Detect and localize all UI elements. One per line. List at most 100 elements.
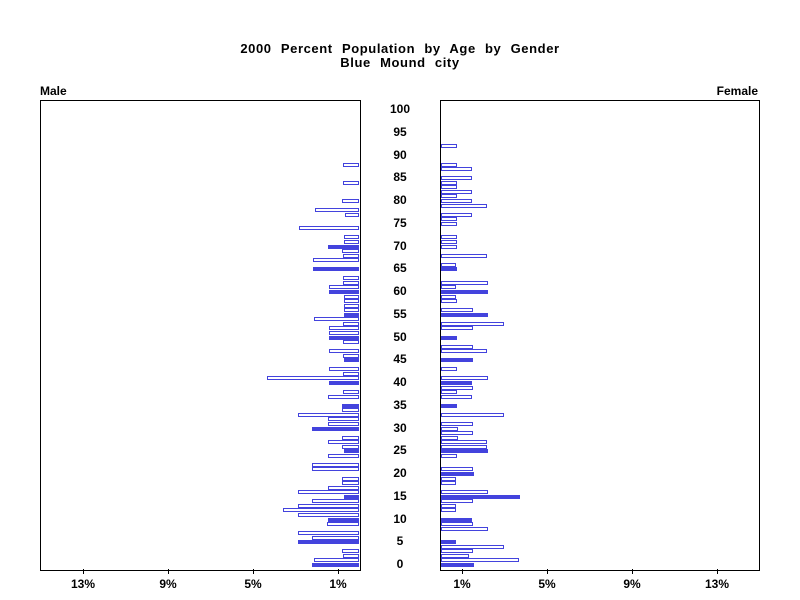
female-bar-age-26 (441, 445, 487, 449)
age-axis-label-25: 25 (393, 443, 407, 457)
female-axis-tick-label-9: 9% (623, 577, 641, 591)
male-bar-age-52 (329, 326, 359, 330)
female-bar-age-65 (441, 267, 457, 271)
female-bar-age-41 (441, 376, 488, 380)
female-bar-age-18 (441, 481, 456, 485)
male-bar-age-35 (342, 404, 359, 408)
male-bar-age-50 (329, 336, 359, 340)
male-axis-tick-label-1: 1% (329, 577, 347, 591)
female-bar-age-53 (441, 322, 504, 326)
male-axis-tick-label-9: 9% (159, 577, 177, 591)
female-bar-age-56 (441, 308, 473, 312)
female-bar-age-8 (441, 527, 488, 531)
age-axis-label-5: 5 (396, 534, 404, 548)
female-bar-age-1 (441, 558, 519, 562)
female-bar-age-70 (441, 245, 457, 249)
male-bar-age-62 (343, 281, 359, 285)
male-bar-age-12 (283, 508, 359, 512)
age-axis-label-95: 95 (393, 125, 407, 139)
male-bar-age-31 (328, 422, 359, 426)
female-bar-age-60 (441, 290, 488, 294)
female-axis-tick-label-13: 13% (704, 577, 730, 591)
male-bar-age-27 (328, 440, 359, 444)
male-bar-age-41 (267, 376, 359, 380)
male-bar-age-25 (344, 449, 359, 453)
female-bar-age-14 (441, 499, 473, 503)
female-bar-age-15 (441, 495, 520, 499)
male-bar-age-65 (313, 267, 359, 271)
male-bar-age-58 (344, 299, 359, 303)
male-axis-tick-9 (168, 569, 169, 574)
female-axis-tick-1 (462, 569, 463, 574)
male-bar-age-15 (344, 495, 359, 499)
male-bar-age-67 (313, 258, 359, 262)
female-bar-age-47 (441, 349, 487, 353)
female-bar-age-83 (441, 185, 457, 189)
male-bar-age-55 (344, 313, 359, 317)
female-bar-age-16 (441, 490, 488, 494)
male-bar-age-80 (342, 199, 359, 203)
female-axis-tick-5 (547, 569, 548, 574)
chart-subtitle: Blue Mound city (340, 55, 460, 70)
male-bar-age-1 (314, 558, 359, 562)
male-bar-age-61 (329, 285, 359, 289)
male-bar-age-56 (344, 308, 359, 312)
age-axis-label-70: 70 (393, 239, 407, 253)
male-axis-tick-1 (338, 569, 339, 574)
age-axis-label-90: 90 (393, 148, 407, 162)
male-bar-age-17 (328, 486, 359, 490)
age-axis-label-35: 35 (393, 398, 407, 412)
male-bar-age-11 (298, 513, 359, 517)
male-bar-age-10 (328, 518, 359, 522)
female-bar-age-68 (441, 254, 487, 258)
female-bar-age-80 (441, 199, 472, 203)
female-bar-age-19 (441, 477, 456, 481)
male-bar-age-26 (342, 445, 359, 449)
male-bar-age-77 (345, 213, 359, 217)
female-bar-age-55 (441, 313, 488, 317)
male-bar-age-24 (328, 454, 359, 458)
male-bar-age-38 (343, 390, 359, 394)
female-axis-tick-9 (632, 569, 633, 574)
female-bar-age-62 (441, 281, 488, 285)
male-bar-age-49 (343, 340, 359, 344)
male-bar-age-14 (312, 499, 359, 503)
female-bar-age-39 (441, 386, 473, 390)
male-axis-tick-label-5: 5% (244, 577, 262, 591)
female-bar-age-21 (441, 467, 473, 471)
male-bar-age-45 (344, 358, 359, 362)
male-bar-age-60 (329, 290, 359, 294)
male-bar-age-7 (298, 531, 359, 535)
chart-title: 2000 Percent Population by Age by Gender (240, 41, 560, 56)
age-axis-label-0: 0 (396, 557, 404, 571)
male-bar-age-22 (312, 463, 359, 467)
female-axis-tick-label-1: 1% (453, 577, 471, 591)
male-bar-age-57 (344, 304, 359, 308)
female-bar-age-79 (441, 204, 487, 208)
female-bar-age-45 (441, 358, 473, 362)
female-bar-age-20 (441, 472, 474, 476)
age-axis-label-60: 60 (393, 284, 407, 298)
male-bar-age-70 (328, 245, 359, 249)
female-bar-age-52 (441, 326, 473, 330)
female-bar-age-85 (441, 176, 472, 180)
male-bar-age-69 (342, 249, 359, 253)
male-bar-age-19 (342, 477, 359, 481)
female-bar-age-88 (441, 163, 457, 167)
male-bar-age-0 (312, 563, 359, 567)
male-bar-age-53 (343, 322, 359, 326)
female-bar-age-43 (441, 367, 457, 371)
male-axis-tick-5 (253, 569, 254, 574)
male-bar-age-9 (327, 522, 359, 526)
male-axis-tick-13 (83, 569, 84, 574)
male-bar-age-47 (329, 349, 359, 353)
male-bar-age-33 (298, 413, 359, 417)
male-bar-age-2 (343, 554, 359, 558)
female-bar-age-81 (441, 194, 457, 198)
female-bar-age-84 (441, 181, 457, 185)
male-bar-age-68 (343, 254, 359, 258)
female-bar-age-5 (441, 540, 456, 544)
female-bar-age-29 (441, 431, 473, 435)
age-axis-label-85: 85 (393, 170, 407, 184)
